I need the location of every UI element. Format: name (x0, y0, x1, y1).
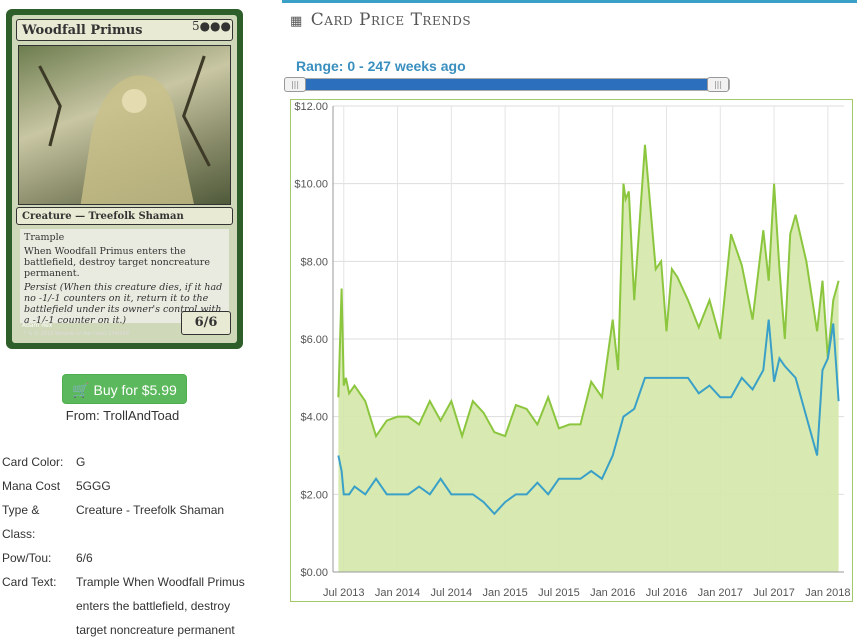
card-art (18, 45, 231, 205)
price-chart-svg: $0.00 $2.00 $4.00 $6.00 $8.00 $10.00 $12.00 Jul… (294, 101, 850, 599)
range-slider-min-handle[interactable]: ||| (284, 77, 306, 92)
detail-value: Trample When Woodfall Primus enters the … (76, 575, 245, 637)
buy-button-label: Buy for $5.99 (93, 382, 177, 398)
y-tick-label: $0.00 (300, 567, 328, 579)
card-art-illustration (38, 55, 211, 204)
card-rules-line: Trample (24, 232, 65, 243)
price-chart: $0.00 $2.00 $4.00 $6.00 $8.00 $10.00 $12.00 Jul… (290, 99, 853, 602)
detail-row: Pow/Tou: 6/6 (2, 546, 256, 570)
card-rules-line: When Woodfall Primus enters the battlefi… (24, 246, 210, 279)
buy-button[interactable]: 🛒 Buy for $5.99 (62, 374, 187, 404)
x-tick-label: Jul 2016 (646, 587, 688, 599)
card-artist: Adam Rex (22, 322, 53, 329)
card-power-toughness: 6/6 (181, 311, 231, 335)
series-line-1 (337, 319, 840, 516)
detail-key: Mana Cost (2, 479, 61, 493)
detail-value: 6/6 (76, 551, 93, 565)
y-tick-label: $2.00 (300, 489, 328, 501)
y-tick-label: $6.00 (300, 334, 328, 346)
range-slider-max-handle[interactable]: ||| (707, 77, 729, 92)
series-line-0 (337, 144, 840, 440)
card-name: Woodfall Primus (16, 19, 233, 41)
cart-icon: 🛒 (72, 382, 90, 398)
detail-row: Card Color: G (2, 450, 256, 474)
detail-value: G (76, 455, 86, 469)
price-trends-title: ▦ Card Price Trends (290, 10, 471, 30)
y-tick-label: $4.00 (300, 412, 328, 424)
x-tick-label: Jan 2016 (590, 587, 635, 599)
card-mana-cost: 5●●● (191, 19, 231, 33)
series-area-0 (338, 144, 839, 573)
range-label: Range: 0 - 247 weeks ago (296, 58, 466, 74)
x-tick-label: Jan 2014 (375, 587, 420, 599)
detail-key: Card Text: (2, 575, 57, 589)
detail-value: Creature - Treefolk Shaman (76, 503, 225, 517)
range-slider[interactable]: ||| ||| (284, 77, 730, 92)
x-tick-label: Jul 2013 (323, 587, 365, 599)
card-image: Woodfall Primus 5●●● Creature — Treefolk… (6, 9, 243, 349)
x-tick-label: Jan 2018 (805, 587, 850, 599)
card-frame: Woodfall Primus 5●●● Creature — Treefolk… (12, 15, 237, 343)
calendar-icon: ▦ (290, 14, 303, 29)
y-tick-label: $10.00 (294, 179, 328, 191)
x-tick-label: Jul 2017 (753, 587, 795, 599)
section-divider (282, 0, 857, 3)
card-rules-text: Trample When Woodfall Primus enters the … (20, 229, 229, 326)
detail-key: Card Color: (2, 455, 64, 469)
detail-row: Mana Cost 5GGG (2, 474, 256, 498)
x-tick-label: Jan 2017 (698, 587, 743, 599)
x-tick-label: Jul 2015 (538, 587, 580, 599)
x-tick-label: Jan 2015 (482, 587, 527, 599)
y-tick-label: $8.00 (300, 256, 328, 268)
card-type-line: Creature — Treefolk Shaman (16, 207, 233, 225)
card-rules-line: Persist (When this creature dies, if it … (24, 282, 223, 326)
detail-row: Card Text: Trample When Woodfall Primus e… (2, 570, 256, 642)
x-tick-label: Jul 2014 (431, 587, 473, 599)
detail-row: Type & Class: Creature - Treefolk Shaman (2, 498, 256, 546)
detail-value: 5GGG (76, 479, 111, 493)
price-trends-title-text: Card Price Trends (310, 10, 472, 30)
card-copyright: ™ & © 2015 Wizards of the Coast 174/249 (22, 331, 129, 337)
detail-key: Pow/Tou: (2, 551, 52, 565)
seller-label: From: TrollAndToad (65, 408, 180, 423)
y-tick-label: $12.00 (294, 101, 328, 113)
card-details: Card Color: G Mana Cost 5GGG Type & Class:… (2, 450, 256, 642)
detail-key: Type & Class: (2, 503, 40, 541)
